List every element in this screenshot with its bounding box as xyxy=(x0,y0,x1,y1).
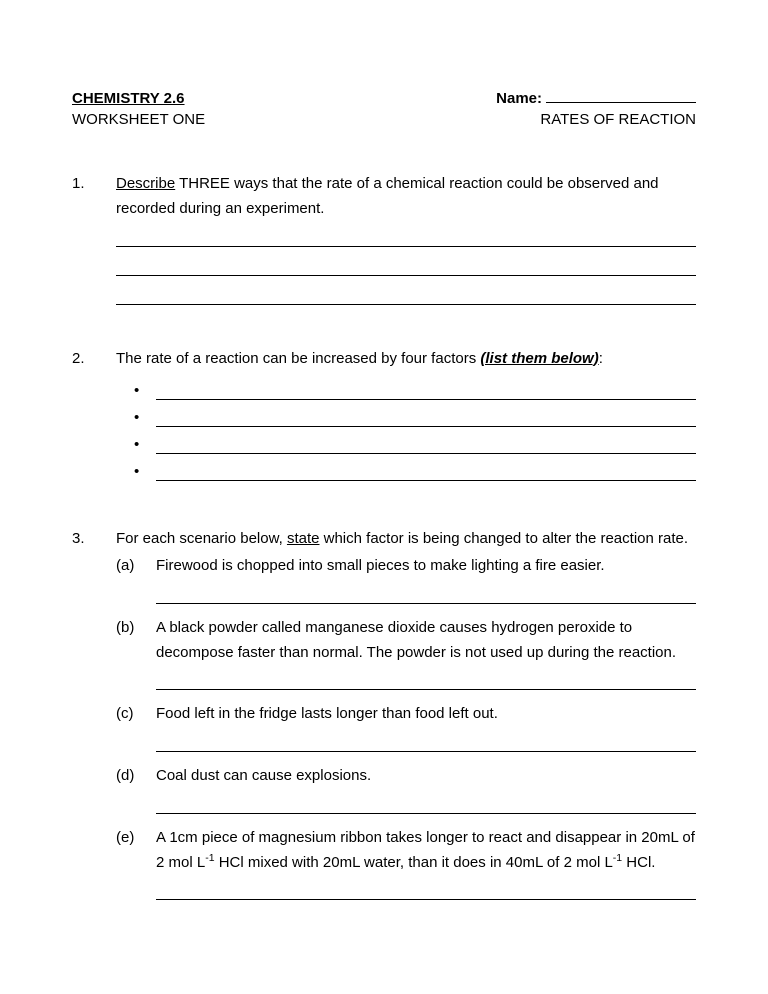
sub-text: Firewood is chopped into small pieces to… xyxy=(156,557,605,574)
sub-label: (d) xyxy=(116,764,156,824)
q3-lead2: which factor is being changed to alter t… xyxy=(319,530,688,547)
q3-lead1: For each scenario below, xyxy=(116,530,287,547)
answer-line xyxy=(156,791,696,814)
answer-line xyxy=(156,581,696,604)
sub-label: (e) xyxy=(116,826,156,911)
sub-text-e: A 1cm piece of magnesium ribbon takes lo… xyxy=(156,829,695,871)
question-body: For each scenario below, state which fac… xyxy=(116,527,696,910)
sub-body: A 1cm piece of magnesium ribbon takes lo… xyxy=(156,826,696,911)
answer-line xyxy=(156,404,696,427)
bullet-dot: • xyxy=(134,410,156,427)
bullet-dot: • xyxy=(134,464,156,481)
course-title: CHEMISTRY 2.6 xyxy=(72,90,185,107)
bullet-item: • xyxy=(134,404,696,427)
question-body: The rate of a reaction can be increased … xyxy=(116,347,696,486)
q2-emph: (list them below) xyxy=(480,350,598,367)
answer-line xyxy=(156,729,696,752)
question-number: 1. xyxy=(72,172,116,305)
bullet-item: • xyxy=(134,458,696,481)
question-body: Describe THREE ways that the rate of a c… xyxy=(116,172,696,305)
q1-text: THREE ways that the rate of a chemical r… xyxy=(116,175,659,217)
sub-label: (b) xyxy=(116,616,156,701)
sub-label: (c) xyxy=(116,702,156,762)
worksheet-page: CHEMISTRY 2.6 Name: WORKSHEET ONE RATES … xyxy=(0,0,768,970)
q3-underline: state xyxy=(287,530,320,547)
bullet-item: • xyxy=(134,431,696,454)
question-3: 3. For each scenario below, state which … xyxy=(72,527,696,910)
question-number: 3. xyxy=(72,527,116,910)
subquestion-e: (e) A 1cm piece of magnesium ribbon take… xyxy=(116,826,696,911)
sub-text: Food left in the fridge lasts longer tha… xyxy=(156,705,498,722)
sub-text: A black powder called manganese dioxide … xyxy=(156,619,676,661)
question-2: 2. The rate of a reaction can be increas… xyxy=(72,347,696,486)
header-row-1: CHEMISTRY 2.6 Name: xyxy=(72,88,696,107)
answer-line xyxy=(116,222,696,247)
bullet-dot: • xyxy=(134,383,156,400)
name-field: Name: xyxy=(496,88,696,107)
subquestion-d: (d) Coal dust can cause explosions. xyxy=(116,764,696,824)
answer-line xyxy=(116,251,696,276)
answer-line xyxy=(156,377,696,400)
question-list: 1. Describe THREE ways that the rate of … xyxy=(72,172,696,910)
name-blank-line xyxy=(546,88,696,103)
answer-line xyxy=(156,877,696,900)
subquestion-b: (b) A black powder called manganese diox… xyxy=(116,616,696,701)
q2-lead: The rate of a reaction can be increased … xyxy=(116,350,480,367)
sub-body: Firewood is chopped into small pieces to… xyxy=(156,554,696,614)
bullet-list: • • • • xyxy=(134,377,696,481)
q2-colon: : xyxy=(599,350,603,367)
subquestion-c: (c) Food left in the fridge lasts longer… xyxy=(116,702,696,762)
sub-label: (a) xyxy=(116,554,156,614)
question-1: 1. Describe THREE ways that the rate of … xyxy=(72,172,696,305)
answer-line xyxy=(116,280,696,305)
subquestion-a: (a) Firewood is chopped into small piece… xyxy=(116,554,696,614)
worksheet-label: WORKSHEET ONE xyxy=(72,111,205,128)
question-number: 2. xyxy=(72,347,116,486)
sub-body: A black powder called manganese dioxide … xyxy=(156,616,696,701)
bullet-dot: • xyxy=(134,437,156,454)
q1-verb: Describe xyxy=(116,175,175,192)
sub-body: Food left in the fridge lasts longer tha… xyxy=(156,702,696,762)
sub-body: Coal dust can cause explosions. xyxy=(156,764,696,824)
sub-text: Coal dust can cause explosions. xyxy=(156,767,371,784)
answer-line xyxy=(156,667,696,690)
topic-label: RATES OF REACTION xyxy=(540,111,696,128)
answer-line xyxy=(156,431,696,454)
bullet-item: • xyxy=(134,377,696,400)
name-label: Name: xyxy=(496,90,542,107)
answer-line xyxy=(156,458,696,481)
header-row-2: WORKSHEET ONE RATES OF REACTION xyxy=(72,111,696,128)
